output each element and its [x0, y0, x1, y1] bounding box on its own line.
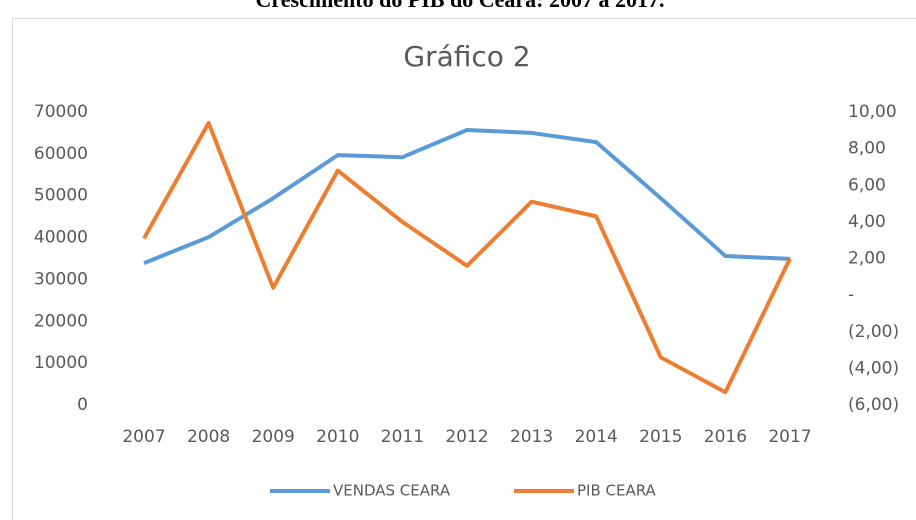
series-line: [142, 120, 792, 395]
x-tick-label: 2014: [575, 427, 618, 447]
y2-tick-label: (4,00): [848, 358, 899, 378]
x-tick-label: 2016: [704, 427, 747, 447]
y2-tick-label: 10,00: [848, 102, 897, 122]
x-tick-label: 2007: [122, 427, 165, 447]
chart-title: Gráfico 2: [403, 40, 530, 73]
x-tick-label: 2017: [768, 427, 811, 447]
heading: Crescimento do PIB do Ceará: 2007 a 2017…: [256, 0, 665, 12]
legend-label: VENDAS CEARA: [333, 482, 451, 500]
y-tick-label: 10000: [34, 353, 88, 373]
y-tick-label: 70000: [34, 102, 88, 122]
y2-tick-label: (6,00): [848, 395, 899, 415]
y-tick-label: 0: [77, 395, 88, 415]
x-tick-label: 2008: [187, 427, 230, 447]
x-tick-label: 2012: [445, 427, 488, 447]
y2-tick-label: 6,00: [848, 175, 886, 195]
x-tick-label: 2015: [639, 427, 682, 447]
x-tick-label: 2011: [381, 427, 424, 447]
x-tick-label: 2013: [510, 427, 553, 447]
y2-tick-label: (2,00): [848, 322, 899, 342]
y2-tick-label: -: [848, 285, 854, 305]
y2-tick-label: 2,00: [848, 249, 886, 269]
y2-tick-label: 4,00: [848, 212, 886, 232]
x-tick-label: 2009: [252, 427, 295, 447]
y-tick-label: 30000: [34, 269, 88, 289]
y2-tick-label: 8,00: [848, 139, 886, 159]
y-tick-label: 60000: [34, 144, 88, 164]
y-tick-label: 50000: [34, 186, 88, 206]
legend-label: PIB CEARA: [577, 482, 657, 500]
x-tick-label: 2010: [316, 427, 359, 447]
y-tick-label: 20000: [34, 311, 88, 331]
series-line: [143, 127, 791, 265]
y-tick-label: 40000: [34, 228, 88, 248]
chart-border: [12, 18, 916, 520]
